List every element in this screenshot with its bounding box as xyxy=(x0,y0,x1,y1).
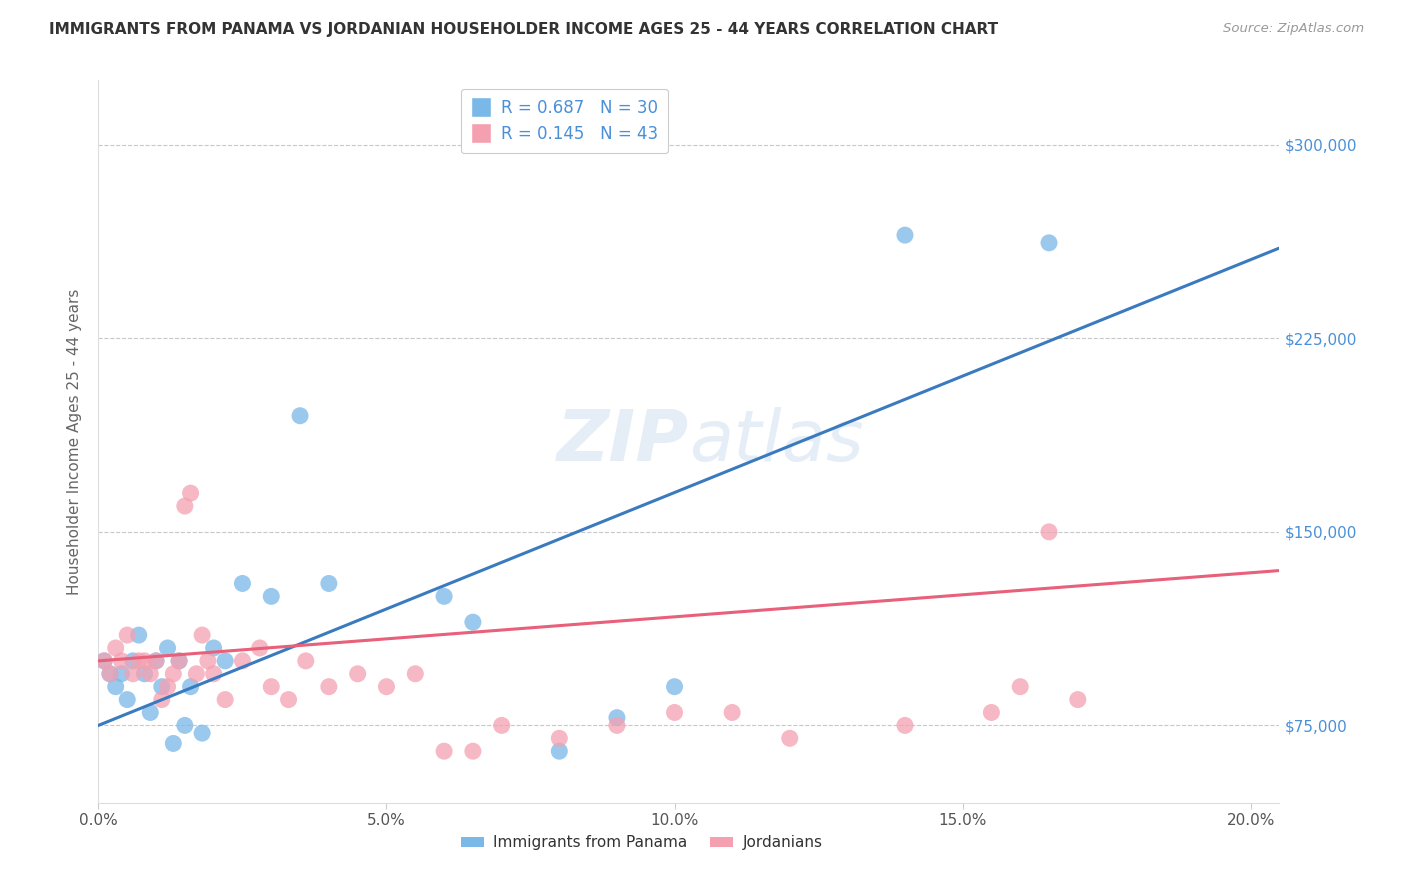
Point xyxy=(122,666,145,681)
Point xyxy=(461,615,484,630)
Point xyxy=(491,718,513,732)
Point xyxy=(214,692,236,706)
Point xyxy=(664,706,686,720)
Point xyxy=(156,680,179,694)
Point xyxy=(202,666,225,681)
Point xyxy=(894,228,917,243)
Text: Source: ZipAtlas.com: Source: ZipAtlas.com xyxy=(1223,22,1364,36)
Point xyxy=(180,486,202,500)
Point xyxy=(548,731,571,746)
Point xyxy=(260,680,283,694)
Point xyxy=(295,654,318,668)
Point xyxy=(433,744,456,758)
Point xyxy=(145,654,167,668)
Point xyxy=(191,726,214,740)
Point xyxy=(93,654,115,668)
Y-axis label: Householder Income Ages 25 - 44 years: Householder Income Ages 25 - 44 years xyxy=(67,288,83,595)
Point xyxy=(134,666,156,681)
Point xyxy=(93,654,115,668)
Point xyxy=(260,590,283,604)
Point xyxy=(1038,524,1060,539)
Point xyxy=(318,576,340,591)
Text: IMMIGRANTS FROM PANAMA VS JORDANIAN HOUSEHOLDER INCOME AGES 25 - 44 YEARS CORREL: IMMIGRANTS FROM PANAMA VS JORDANIAN HOUS… xyxy=(49,22,998,37)
Point xyxy=(173,499,195,513)
Point xyxy=(150,680,173,694)
Point xyxy=(1038,235,1060,250)
Point xyxy=(779,731,801,746)
Point xyxy=(145,654,167,668)
Point xyxy=(606,718,628,732)
Point xyxy=(162,666,184,681)
Point xyxy=(167,654,190,668)
Point xyxy=(894,718,917,732)
Legend: Immigrants from Panama, Jordanians: Immigrants from Panama, Jordanians xyxy=(456,830,828,856)
Point xyxy=(162,736,184,750)
Point xyxy=(277,692,299,706)
Point xyxy=(115,628,138,642)
Point xyxy=(128,654,150,668)
Point xyxy=(128,628,150,642)
Point xyxy=(173,718,195,732)
Point xyxy=(548,744,571,758)
Point xyxy=(150,692,173,706)
Point xyxy=(134,654,156,668)
Point xyxy=(346,666,368,681)
Point xyxy=(404,666,426,681)
Point xyxy=(721,706,744,720)
Point xyxy=(186,666,208,681)
Point xyxy=(98,666,121,681)
Point xyxy=(606,711,628,725)
Point xyxy=(104,680,127,694)
Point xyxy=(202,640,225,655)
Text: ZIP: ZIP xyxy=(557,407,689,476)
Point xyxy=(122,654,145,668)
Point xyxy=(318,680,340,694)
Text: atlas: atlas xyxy=(689,407,863,476)
Point xyxy=(375,680,398,694)
Point xyxy=(980,706,1002,720)
Point xyxy=(1067,692,1090,706)
Point xyxy=(139,666,162,681)
Point xyxy=(231,654,253,668)
Point xyxy=(98,666,121,681)
Point xyxy=(197,654,219,668)
Point xyxy=(191,628,214,642)
Point xyxy=(1010,680,1032,694)
Point xyxy=(139,706,162,720)
Point xyxy=(180,680,202,694)
Point xyxy=(167,654,190,668)
Point xyxy=(110,666,132,681)
Point xyxy=(104,640,127,655)
Point xyxy=(110,654,132,668)
Point xyxy=(288,409,311,423)
Point xyxy=(461,744,484,758)
Point xyxy=(433,590,456,604)
Point xyxy=(231,576,253,591)
Point xyxy=(664,680,686,694)
Point xyxy=(249,640,271,655)
Point xyxy=(156,640,179,655)
Point xyxy=(214,654,236,668)
Point xyxy=(115,692,138,706)
